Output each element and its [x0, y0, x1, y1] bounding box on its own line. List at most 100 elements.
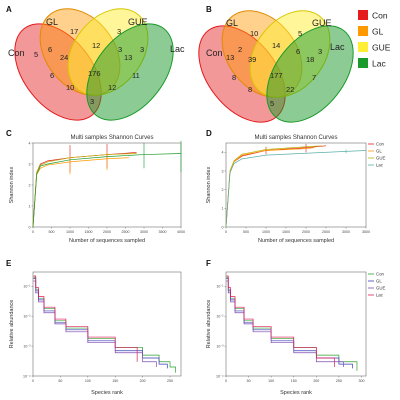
legend-label-d-gue: GUE: [376, 156, 385, 161]
legend-f: Con GL GUE Lac: [368, 272, 385, 298]
panel-letter-c: C: [6, 129, 12, 138]
venn-a-label-lac: Lac: [170, 44, 185, 54]
venn-legend: Con GL GUE Lac: [358, 10, 391, 69]
x-tick-label-f: 150: [291, 379, 297, 383]
legend-label-lac: Lac: [372, 59, 386, 69]
x-axis-label-f: Species rank: [280, 390, 312, 396]
y-axis-label-c: Shannon index: [9, 166, 15, 203]
chart-f: F 0 50 100 150 200 250 300 10⁻¹ 10⁻² 10⁻³ 10⁻⁴ Spe…: [206, 259, 385, 396]
x-axis-label-c: Number of sequences sampled: [69, 238, 145, 244]
venn-b-region: 10: [250, 29, 258, 38]
x-tick-label-d: 1500: [282, 230, 290, 234]
x-tick-label-c: 4000: [177, 230, 185, 234]
legend-label-gue: GUE: [372, 43, 391, 53]
venn-a-region: 6: [48, 45, 52, 54]
legend-label-d-gl: GL: [376, 149, 382, 154]
venn-b-region: 3: [318, 47, 322, 56]
plot-area-e: 0 50 100 150 200 250 10⁻¹ 10⁻² 10⁻³ 10⁻⁴: [23, 275, 176, 383]
y-tick-label-f: 10⁻³: [216, 344, 224, 348]
panel-letter-d: D: [206, 129, 212, 138]
legend-swatch-gue: [358, 42, 368, 52]
venn-b-region: 2: [238, 45, 242, 54]
x-tick-label-d: 1000: [262, 230, 270, 234]
x-tick-label-c: 3500: [159, 230, 167, 234]
x-tick-label-d: 3000: [342, 230, 350, 234]
x-tick-label-e: 200: [140, 379, 146, 383]
panel-letter-b: B: [206, 5, 212, 14]
x-tick-label-f: 250: [336, 379, 342, 383]
venn-a-ellipse-lac: [86, 23, 174, 121]
x-tick-label-c: 1500: [85, 230, 93, 234]
panel-letter-e: E: [6, 259, 12, 268]
venn-a-region: 12: [92, 41, 100, 50]
y-tick-label-d: 1: [222, 207, 224, 211]
legend-swatch-con: [358, 10, 368, 20]
x-tick-label-d: 2000: [302, 230, 310, 234]
y-tick-label-c: 1: [29, 204, 31, 208]
y-tick-label-f: 10⁻¹: [216, 285, 224, 289]
venn-b-region: 18: [306, 55, 314, 64]
x-tick-label-f: 100: [268, 379, 274, 383]
venn-a-region: 24: [60, 53, 68, 62]
venn-b-region: 7: [312, 73, 316, 82]
venn-b-label-con: Con: [206, 48, 223, 58]
venn-a-region: 5: [34, 50, 38, 59]
venn-b-region: 5: [270, 99, 274, 108]
venn-a-label-gue: GUE: [128, 17, 148, 27]
x-tick-label-e: 50: [58, 379, 62, 383]
x-tick-label-d: 2500: [322, 230, 330, 234]
chart-title-c: Multi samples Shannon Curves: [70, 135, 153, 141]
legend-label-gl: GL: [372, 27, 384, 37]
venn-b-region: 22: [286, 85, 294, 94]
x-tick-label-f: 200: [313, 379, 319, 383]
y-tick-label-f: 10⁻⁴: [216, 374, 224, 378]
legend-swatch-lac: [358, 58, 368, 68]
x-tick-label-d: 0: [225, 230, 227, 234]
venn-b-region: 14: [272, 41, 280, 50]
x-tick-label-f: 300: [358, 379, 364, 383]
y-tick-label-c: 4: [29, 141, 31, 145]
venn-a-region: 11: [132, 71, 140, 80]
venn-b-label-gue: GUE: [312, 18, 332, 28]
venn-b: B GL GUE Con Lac 10 5 14 13 3 2 39 18 6 …: [198, 5, 354, 123]
x-tick-label-c: 500: [49, 230, 55, 234]
venn-a-region: 3: [117, 27, 121, 36]
venn-a-region: 13: [124, 53, 132, 62]
venn-b-region: 5: [298, 29, 302, 38]
legend-label-d-lac: Lac: [376, 163, 384, 168]
series-line-c-lac: [32, 153, 182, 228]
panel-letter-f: F: [206, 259, 211, 268]
legend-label-f-gue: GUE: [376, 286, 385, 291]
venn-a-region: 6: [50, 71, 54, 80]
plot-frame-d: [225, 142, 367, 228]
x-axis-label-d: Number of sequences sampled: [258, 238, 334, 244]
y-tick-label-e: 10⁻³: [23, 344, 31, 348]
venn-a-label-con: Con: [8, 48, 25, 58]
venn-b-region: 13: [226, 53, 234, 62]
venn-b-label-gl: GL: [226, 18, 238, 28]
legend-label-d-con: Con: [376, 142, 384, 147]
plot-area-d: 0 500 1000 1500 2000 2500 3000 3500 0 1 2 3 4: [222, 143, 370, 234]
chart-d: D Multi samples Shannon Curves 0 500 1000 1…: [206, 129, 385, 244]
chart-c: C Multi samples Shannon Curves 0 500 1000 1…: [6, 129, 185, 244]
series-line-e-lac: [33, 275, 138, 362]
legend-d: Con GL GUE Lac: [368, 142, 385, 168]
venn-b-region: 8: [232, 73, 236, 82]
y-axis-label-d: Shannon index: [206, 166, 212, 203]
legend-label-f-gl: GL: [376, 279, 382, 284]
y-tick-label-c: 3: [29, 162, 31, 166]
y-tick-label-e: 10⁻⁴: [23, 374, 31, 378]
venn-a-region: 176: [88, 69, 101, 78]
venn-b-label-lac: Lac: [330, 42, 345, 52]
legend-label-f-lac: Lac: [376, 293, 384, 298]
y-tick-label-c: 2: [29, 183, 31, 187]
x-axis-label-e: Species rank: [91, 390, 123, 396]
venn-b-region: 8: [248, 85, 252, 94]
series-line-d-lac: [225, 150, 367, 228]
legend-swatch-gl: [358, 26, 368, 36]
venn-a-region: 3: [118, 45, 122, 54]
x-tick-label-e: 150: [112, 379, 118, 383]
venn-b-region: 39: [248, 55, 256, 64]
x-tick-label-c: 2500: [122, 230, 130, 234]
